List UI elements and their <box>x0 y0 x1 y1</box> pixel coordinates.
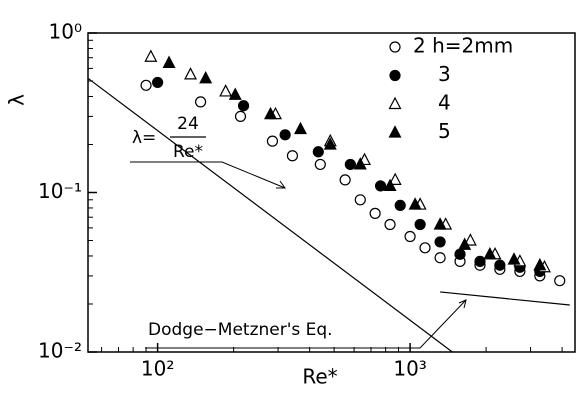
marker <box>458 237 472 250</box>
annotation: λ= <box>132 128 156 148</box>
marker <box>293 121 307 135</box>
marker <box>463 233 477 246</box>
x-axis-label: Re* <box>302 365 337 389</box>
x-tick-label: 10³ <box>393 357 426 381</box>
legend-marker <box>389 69 401 82</box>
marker <box>219 84 233 97</box>
marker <box>323 137 337 150</box>
marker <box>434 236 446 248</box>
marker <box>374 180 387 192</box>
reference-line <box>87 77 453 353</box>
arrow <box>145 299 467 349</box>
marker <box>404 230 416 243</box>
arrow <box>130 161 286 189</box>
arrowhead <box>276 180 286 189</box>
marker <box>394 199 406 212</box>
legend-label: 4 <box>438 91 451 115</box>
x-tick-label: 10² <box>141 357 174 381</box>
marker <box>237 100 250 112</box>
marker <box>494 259 506 271</box>
marker <box>433 217 447 230</box>
marker <box>140 79 152 91</box>
legend-marker <box>389 41 401 53</box>
marker <box>419 242 431 254</box>
marker <box>353 157 367 170</box>
marker <box>344 158 356 171</box>
y-tick-label: 10⁻¹ <box>38 179 82 203</box>
marker <box>507 252 521 265</box>
marker <box>369 207 381 219</box>
marker <box>354 194 366 206</box>
marker <box>388 172 402 185</box>
marker <box>199 71 213 84</box>
marker <box>184 67 198 80</box>
marker <box>194 96 207 108</box>
marker <box>434 252 446 264</box>
marker <box>408 197 422 210</box>
annotation: Re* <box>173 142 203 162</box>
marker <box>384 218 396 231</box>
marker <box>533 257 547 271</box>
marker <box>228 87 242 100</box>
marker <box>474 255 486 267</box>
legend-label: 5 <box>438 119 451 143</box>
legend-marker <box>388 125 402 138</box>
marker <box>279 129 291 141</box>
marker <box>144 49 158 62</box>
marker <box>414 218 426 231</box>
marker <box>339 174 351 186</box>
legend-marker <box>388 96 402 110</box>
annotation: Dodge−Metzner's Eq. <box>148 320 333 340</box>
y-tick-label: 10⁰ <box>49 20 82 44</box>
marker <box>264 106 277 120</box>
legend-label: 2 h=2mm <box>413 34 513 58</box>
marker <box>152 76 164 89</box>
marker <box>312 146 324 158</box>
arrowhead <box>458 299 467 309</box>
marker <box>162 55 176 68</box>
annotation: 24 <box>177 114 199 134</box>
marker <box>286 150 299 162</box>
marker <box>314 158 326 171</box>
marker <box>554 275 566 287</box>
marker <box>483 246 497 260</box>
marker <box>383 178 397 191</box>
legend-label: 3 <box>438 62 451 86</box>
y-axis-label: λ <box>5 94 29 106</box>
marker <box>266 135 279 147</box>
marker <box>454 248 466 260</box>
marker <box>234 110 247 122</box>
reference-line <box>440 291 570 306</box>
y-tick-label: 10⁻² <box>38 339 82 363</box>
